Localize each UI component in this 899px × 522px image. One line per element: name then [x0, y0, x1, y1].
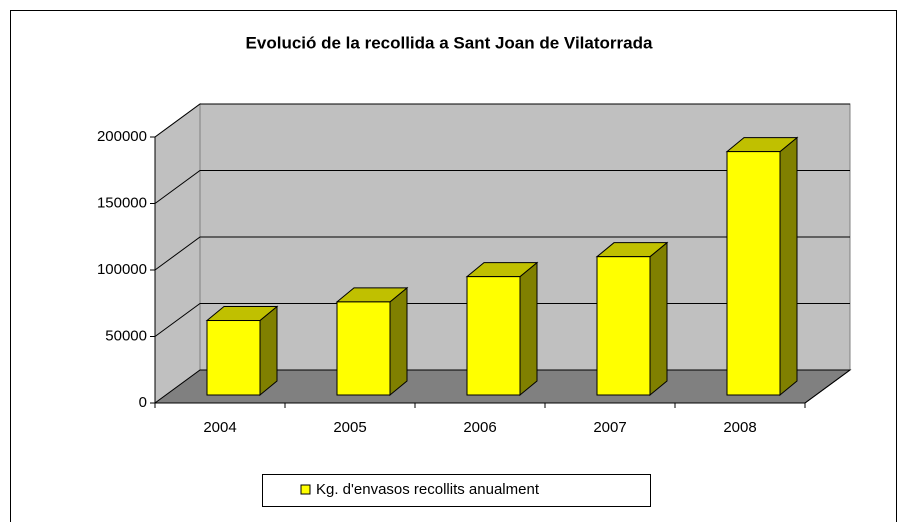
legend-label: Kg. d'envasos recollits anualment: [316, 481, 540, 498]
bar: [725, 136, 799, 397]
bar: [595, 241, 669, 397]
x-tick-label: 2007: [593, 419, 626, 436]
grid-line: [154, 103, 850, 138]
bar-front: [206, 320, 261, 396]
chart-title: Evolució de la recollida a Sant Joan de …: [246, 33, 653, 52]
bar-front: [726, 151, 781, 396]
bar-side: [389, 286, 408, 397]
bar-side: [779, 136, 798, 397]
y-tick-label: 100000: [97, 261, 147, 278]
grid-line: [154, 236, 850, 271]
bar: [335, 286, 409, 397]
x-tick-label: 2005: [333, 419, 366, 436]
grid-line: [154, 170, 850, 204]
x-tick-label: 2006: [463, 419, 496, 436]
bar-front: [596, 256, 651, 396]
bar-front: [336, 301, 391, 396]
y-tick-label: 200000: [97, 128, 147, 145]
bar: [205, 305, 279, 397]
bar: [465, 261, 539, 397]
x-tick-label: 2008: [723, 419, 756, 436]
bar-front: [466, 276, 521, 396]
bar-side: [259, 305, 278, 397]
y-tick-label: 0: [139, 394, 147, 411]
y-tick-label: 50000: [105, 327, 147, 344]
floor-edge: [804, 369, 851, 404]
y-tick-label: 150000: [97, 194, 147, 211]
legend-box: [262, 474, 651, 507]
legend-swatch: [300, 484, 311, 495]
bar-side: [519, 261, 538, 397]
x-tick-label: 2004: [203, 419, 236, 436]
bar-side: [649, 241, 668, 397]
